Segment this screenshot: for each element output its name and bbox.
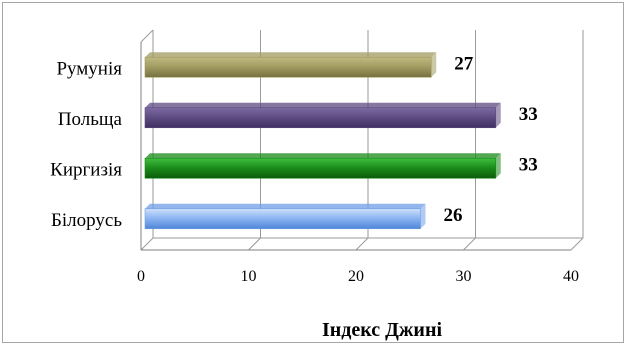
x-tick-label: 10 <box>241 268 257 285</box>
bar <box>144 52 437 78</box>
bar-top <box>145 102 501 108</box>
category-label: Білорусь <box>51 210 122 231</box>
side-wall-top-edge <box>140 29 154 43</box>
bar-top <box>145 153 501 159</box>
data-label: 27 <box>454 53 474 74</box>
bar-end <box>495 153 501 179</box>
floor-line <box>140 237 154 251</box>
bar-front <box>144 56 432 78</box>
floor-line <box>570 237 584 251</box>
category-label: Польща <box>58 109 123 130</box>
category-label: Киргизія <box>50 159 122 180</box>
x-tick-label: 0 <box>137 268 145 285</box>
bar-front <box>144 208 421 230</box>
bar <box>144 153 501 179</box>
bar-end <box>495 102 501 128</box>
category-label: Румунія <box>56 58 122 79</box>
data-label: 33 <box>519 154 538 175</box>
bar-end <box>420 203 426 229</box>
bar-front <box>144 157 497 179</box>
x-tick-label: 30 <box>456 268 472 285</box>
bar-top <box>145 52 437 58</box>
bar <box>144 102 501 129</box>
x-tick-label: 20 <box>348 268 364 285</box>
floor-line <box>463 237 476 251</box>
x-axis-label: Індекс Джині <box>322 319 443 341</box>
bar-top <box>145 203 426 209</box>
floor-line <box>355 237 369 251</box>
data-label: 26 <box>444 205 463 226</box>
x-tick-label: 40 <box>563 268 579 285</box>
floor-line <box>248 237 261 251</box>
bar-front <box>144 107 497 129</box>
data-label: 33 <box>519 104 538 125</box>
bar <box>144 203 426 230</box>
bar-end <box>431 52 437 78</box>
